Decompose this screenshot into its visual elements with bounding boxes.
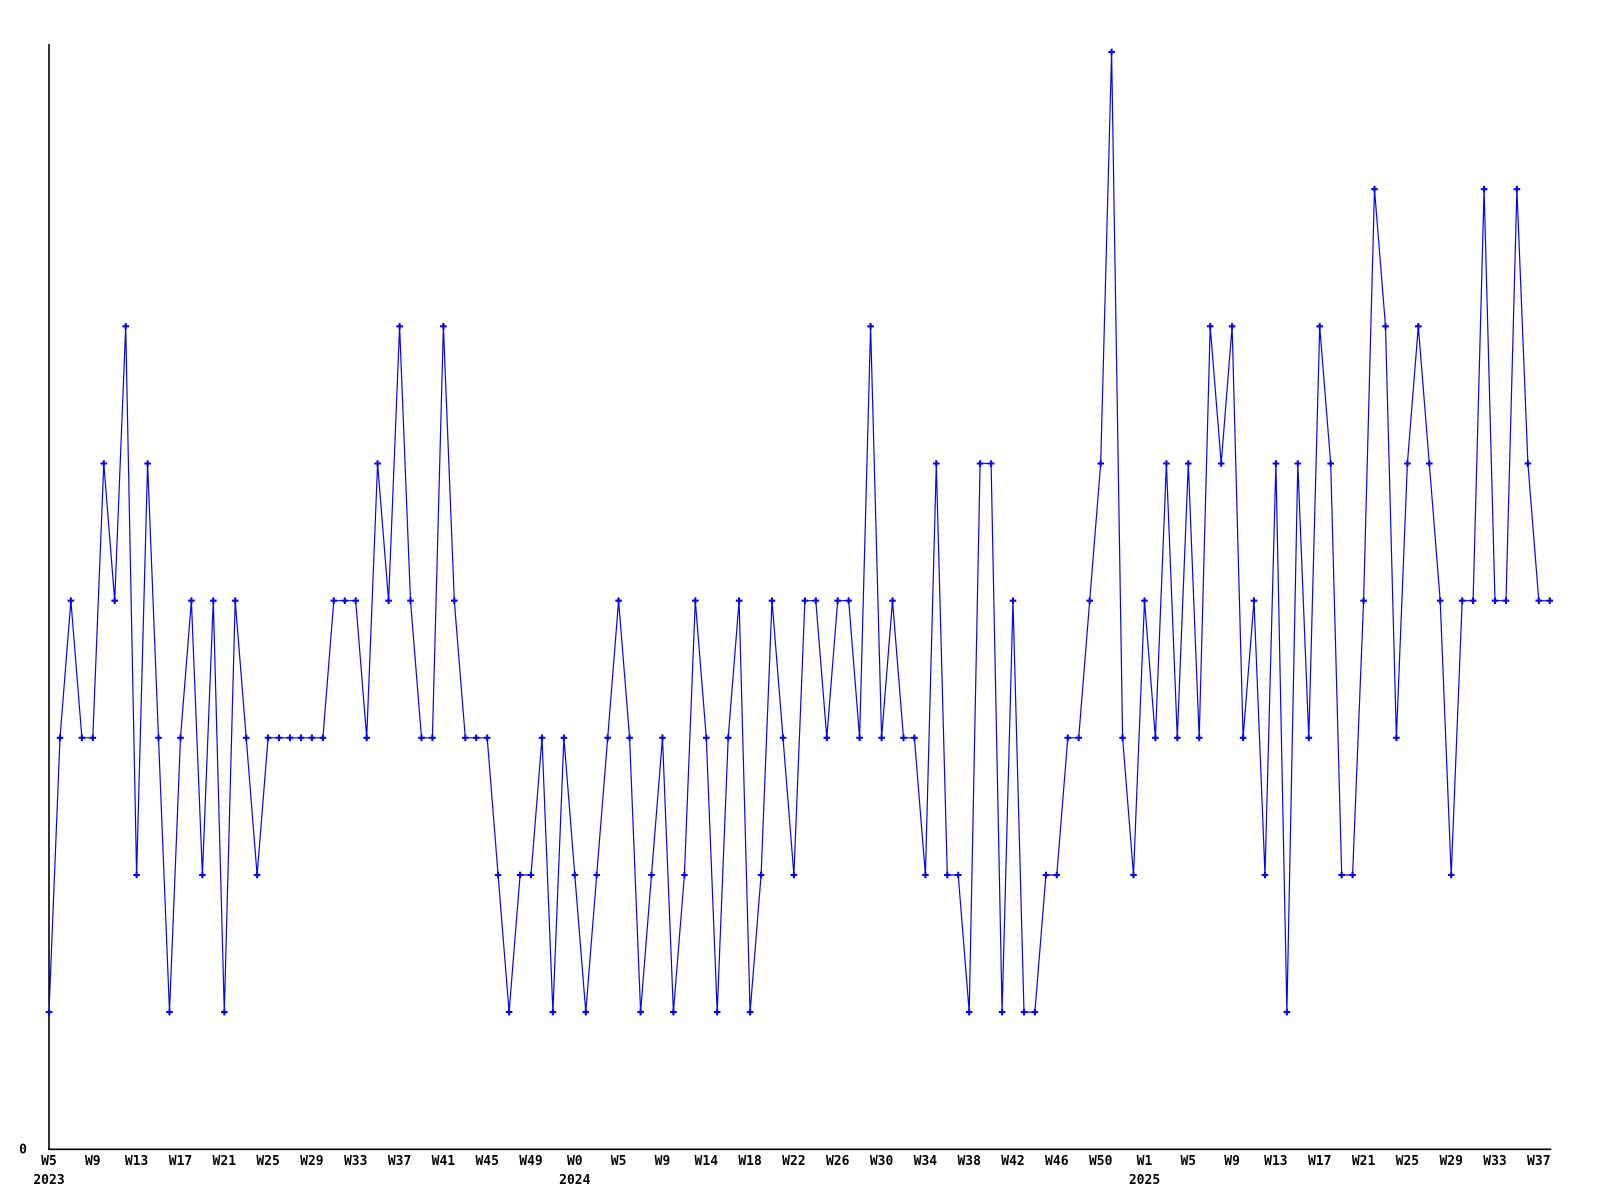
x-tick-label: W21 xyxy=(1352,1154,1376,1169)
x-tick-label: W0 xyxy=(567,1154,583,1169)
x-tick-label: W29 xyxy=(1439,1154,1462,1169)
x-tick-label: W17 xyxy=(169,1154,192,1169)
x-tick-label: W13 xyxy=(1264,1154,1287,1169)
x-tick-label: W25 xyxy=(1396,1154,1419,1169)
x-tick-label: W26 xyxy=(826,1154,850,1169)
x-tick-label: W29 xyxy=(300,1154,323,1169)
x-tick-label: W14 xyxy=(695,1154,719,1169)
x-tick-label: W37 xyxy=(1527,1154,1550,1169)
x-tick-label: W22 xyxy=(782,1154,805,1169)
x-year-label: 2025 xyxy=(1129,1173,1160,1188)
x-tick-label: W33 xyxy=(1483,1154,1506,1169)
x-tick-label: W13 xyxy=(125,1154,148,1169)
x-tick-label: W45 xyxy=(475,1154,498,1169)
x-tick-label: W9 xyxy=(655,1154,671,1169)
x-tick-label: W50 xyxy=(1089,1154,1113,1169)
x-tick-label: W5 xyxy=(1180,1154,1196,1169)
x-tick-label: W5 xyxy=(41,1154,57,1169)
x-tick-label: W21 xyxy=(213,1154,237,1169)
x-tick-label: W49 xyxy=(519,1154,542,1169)
x-tick-label: W17 xyxy=(1308,1154,1331,1169)
y-axis-zero-label: 0 xyxy=(19,1143,27,1158)
x-tick-label: W41 xyxy=(432,1154,456,1169)
x-tick-label: W25 xyxy=(256,1154,279,1169)
x-tick-label: W33 xyxy=(344,1154,367,1169)
x-tick-label: W30 xyxy=(870,1154,894,1169)
series-point-markers xyxy=(45,48,1554,1016)
x-tick-label: W46 xyxy=(1045,1154,1069,1169)
x-tick-label: W9 xyxy=(1224,1154,1240,1169)
series-line xyxy=(48,51,1550,1013)
x-tick-label: W5 xyxy=(611,1154,627,1169)
x-year-label: 2024 xyxy=(559,1173,590,1188)
x-tick-label: W42 xyxy=(1001,1154,1024,1169)
x-tick-label: W34 xyxy=(914,1154,938,1169)
x-tick-label: W9 xyxy=(85,1154,101,1169)
x-tick-label: W37 xyxy=(388,1154,411,1169)
x-tick-label: W38 xyxy=(957,1154,981,1169)
x-tick-label: W1 xyxy=(1137,1154,1153,1169)
x-year-label: 2023 xyxy=(33,1173,64,1188)
x-tick-label: W18 xyxy=(738,1154,762,1169)
